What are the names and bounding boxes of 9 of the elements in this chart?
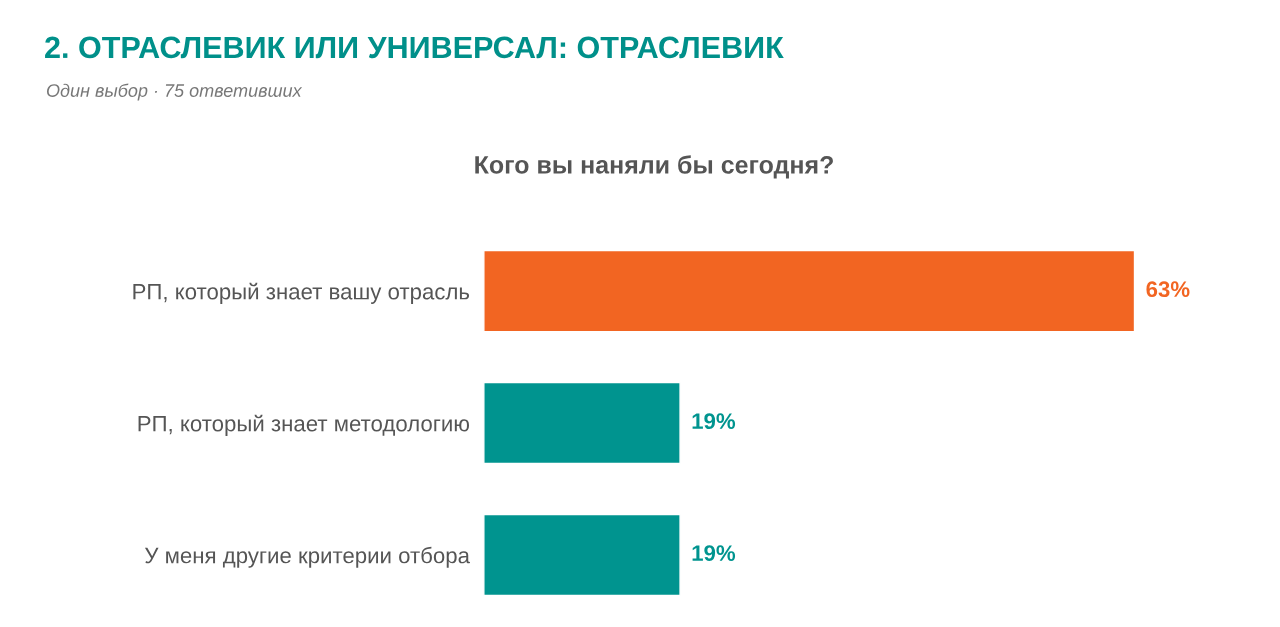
y-tick-label: РП, который знает методологию (138, 414, 470, 436)
data-label: 63% (1146, 281, 1190, 298)
y-tick-label: У меня другие критерии отбора (144, 546, 470, 568)
data-label: 19% (692, 545, 736, 561)
data-label: 19% (692, 413, 736, 429)
chart-title: 2. ОТРАСЛЕВИК ИЛИ УНИВЕРСАЛ: ОТРАСЛЕВИК (45, 36, 784, 59)
text: Один выбор · 75 ответивших (46, 83, 303, 101)
y-tick-label: РП, который знает вашу отрасль (133, 282, 470, 304)
text: Кого вы наняли бы сегодня? (475, 155, 833, 179)
